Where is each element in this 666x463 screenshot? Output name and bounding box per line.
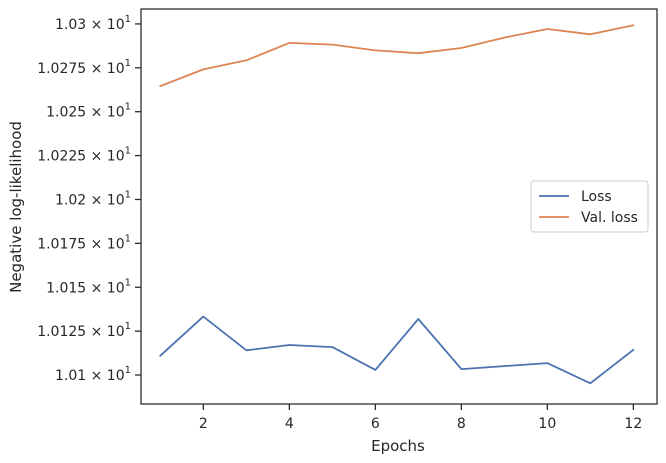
y-tick-label: 1.01 × 101 (55, 365, 131, 384)
x-tick-label: 4 (285, 416, 294, 432)
x-tick-label: 8 (457, 416, 466, 432)
y-tick-label: 1.0125 × 101 (37, 321, 131, 340)
legend-box (530, 180, 649, 233)
y-tick-label: 1.0175 × 101 (37, 233, 131, 252)
axes-frame (140, 8, 658, 405)
x-axis-label: Epochs (371, 437, 425, 455)
y-tick-label: 1.025 × 101 (46, 102, 131, 121)
legend-label: Val. loss (581, 210, 638, 226)
y-tick-label: 1.03 × 101 (55, 14, 131, 33)
y-tick-label: 1.015 × 101 (46, 277, 131, 296)
legend-label: Loss (581, 189, 612, 205)
x-tick-label: 12 (624, 416, 642, 432)
y-axis-label: Negative log-likelihood (7, 121, 25, 293)
y-tick-label: 1.0225 × 101 (37, 146, 131, 165)
y-axis: 1.01 × 101 1.0125 × 101 1.015 × 101 1.0175 … (37, 14, 141, 384)
y-tick-label: 1.02 × 101 (55, 189, 131, 208)
x-axis: 2 4 6 8 10 12 (199, 404, 642, 432)
x-tick-label: 10 (538, 416, 556, 432)
series-lines (159, 24, 635, 385)
y-tick-label: 1.0275 × 101 (37, 58, 131, 77)
series-line-val-loss (159, 24, 635, 88)
x-tick-label: 2 (199, 416, 208, 432)
plot-area (140, 8, 658, 405)
x-tick-label: 6 (371, 416, 380, 432)
legend: Loss Val. loss (530, 180, 649, 233)
series-line-loss (159, 315, 635, 385)
